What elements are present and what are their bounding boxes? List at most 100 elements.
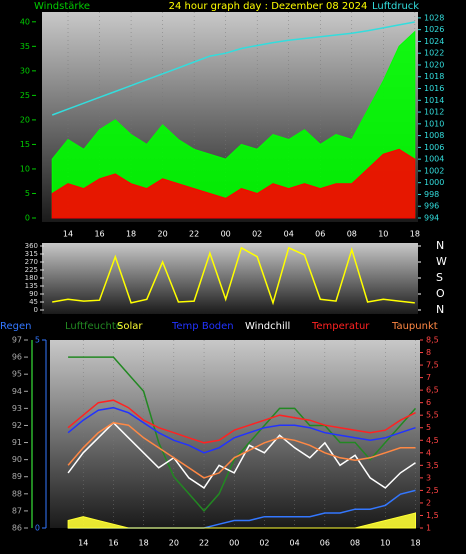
- y-tick-label: 135: [25, 282, 38, 290]
- y2-tick-label: N: [436, 239, 444, 252]
- line: [67, 399, 416, 444]
- y-tick-label: 225: [25, 266, 38, 274]
- y2-tick-label: 994: [424, 214, 439, 223]
- y3-tick-label: 5: [35, 336, 40, 345]
- y2-tick-label: 1028: [424, 13, 444, 22]
- y-tick-label: 0: [34, 306, 38, 314]
- y-tick-label: 86: [12, 524, 22, 533]
- line: [67, 406, 416, 454]
- x-tick-label: 18: [410, 539, 420, 548]
- x-tick-label: 22: [189, 230, 199, 239]
- y2-tick-label: 6,5: [426, 386, 439, 395]
- y2-tick-label: 1016: [424, 84, 444, 93]
- plot-background: [50, 340, 420, 528]
- y2-tick-label: 1012: [424, 108, 444, 117]
- y2-tick-label: 1008: [424, 131, 444, 140]
- y2-tick-label: 4,5: [426, 436, 439, 445]
- x-tick-label: 16: [108, 539, 118, 548]
- x-tick-label: 02: [252, 230, 262, 239]
- x-tick-label: 22: [199, 539, 209, 548]
- legend-label: Windchill: [245, 321, 290, 332]
- y2-axis-label: Luftdruck: [372, 1, 419, 12]
- legend-label: Luftfeuchte: [65, 321, 122, 332]
- y2-tick-label: 1018: [424, 72, 444, 81]
- y-tick-label: 94: [12, 387, 22, 396]
- y-tick-label: 95: [12, 370, 22, 379]
- y3-tick-label: 0: [35, 524, 40, 533]
- y2-tick-label: 4: [426, 448, 431, 457]
- y-tick-label: 97: [12, 336, 22, 345]
- x-tick-label: 06: [320, 539, 330, 548]
- y2-tick-label: 1026: [424, 25, 444, 34]
- y-tick-label: 315: [25, 250, 38, 258]
- y2-tick-label: 1: [426, 524, 431, 533]
- y2-tick-label: 7,5: [426, 361, 439, 370]
- y2-tick-label: 5: [426, 423, 431, 432]
- line: [51, 21, 415, 116]
- x-tick-label: 04: [290, 539, 300, 548]
- y-tick-label: 20: [20, 115, 30, 124]
- y-tick-label: 30: [20, 66, 30, 75]
- legend-label: Regen: [0, 321, 32, 332]
- y2-tick-label: 996: [424, 202, 439, 211]
- y2-tick-label: N: [436, 303, 444, 316]
- y-tick-label: 96: [12, 353, 22, 362]
- line: [67, 421, 416, 489]
- x-tick-label: 04: [284, 230, 294, 239]
- legend-label: Taupunkt: [391, 321, 438, 332]
- x-tick-label: 00: [229, 539, 239, 548]
- y2-tick-label: 2,5: [426, 486, 439, 495]
- y2-tick-label: 1022: [424, 49, 444, 58]
- y2-tick-label: 1006: [424, 143, 444, 152]
- y2-tick-label: 1,5: [426, 511, 439, 520]
- y2-tick-label: 1020: [424, 60, 444, 69]
- area: [51, 30, 416, 219]
- y2-tick-label: 998: [424, 190, 439, 199]
- y2-tick-label: 1000: [424, 178, 444, 187]
- y-tick-label: 0: [25, 214, 30, 223]
- x-tick-label: 20: [158, 230, 168, 239]
- y2-tick-label: 8,5: [426, 336, 439, 345]
- line: [52, 246, 415, 306]
- y2-tick-label: S: [436, 271, 443, 284]
- x-tick-label: 18: [139, 539, 149, 548]
- y-tick-label: 90: [12, 455, 22, 464]
- y-tick-label: 88: [12, 489, 22, 498]
- x-tick-label: 14: [63, 230, 73, 239]
- x-tick-label: 00: [221, 230, 231, 239]
- area: [67, 512, 416, 529]
- x-tick-label: 06: [315, 230, 325, 239]
- line: [68, 356, 417, 513]
- y2-tick-label: 1002: [424, 166, 444, 175]
- y-tick-label: 5: [25, 189, 30, 198]
- y-tick-label: 15: [20, 140, 30, 149]
- y2-tick-label: 1004: [424, 155, 444, 164]
- x-tick-label: 08: [350, 539, 360, 548]
- x-tick-label: 14: [78, 539, 88, 548]
- x-tick-label: 02: [259, 539, 269, 548]
- x-tick-label: 10: [378, 230, 388, 239]
- y-tick-label: 89: [12, 472, 22, 481]
- y-tick-label: 93: [12, 404, 22, 413]
- y-tick-label: 87: [12, 506, 22, 515]
- y2-tick-label: W: [436, 255, 447, 268]
- y-axis-label: Windstärke: [34, 1, 90, 12]
- legend-label: Temp Boden: [171, 321, 234, 332]
- line: [67, 421, 416, 479]
- y2-tick-label: 5,5: [426, 411, 439, 420]
- y2-tick-label: 7: [426, 373, 431, 382]
- y-tick-label: 90: [29, 290, 38, 298]
- legend-label: Temperatur: [311, 321, 370, 332]
- y-tick-label: 45: [29, 298, 38, 306]
- y-tick-label: 10: [20, 164, 30, 173]
- y2-tick-label: 8: [426, 348, 431, 357]
- y2-tick-label: 2: [426, 498, 431, 507]
- y2-tick-label: O: [436, 287, 445, 300]
- y-tick-label: 270: [25, 258, 38, 266]
- plot-background: [42, 243, 418, 314]
- y2-tick-label: 3: [426, 473, 431, 482]
- y-tick-label: 92: [12, 421, 22, 430]
- y2-tick-label: 6: [426, 398, 431, 407]
- y2-tick-label: 1014: [424, 96, 444, 105]
